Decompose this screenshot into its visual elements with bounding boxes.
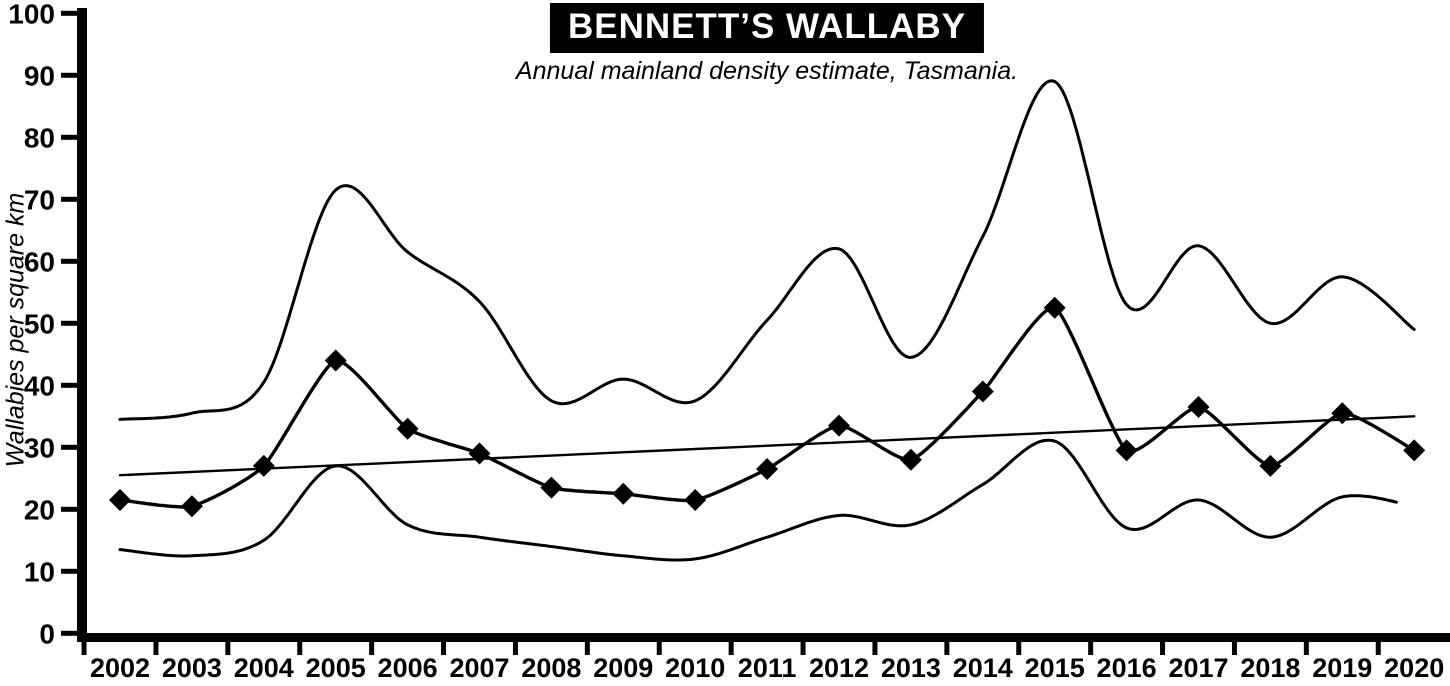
x-tick [441,642,447,655]
x-tick [1231,642,1237,655]
x-tick-label: 2019 [1312,653,1372,683]
y-tick [61,196,77,202]
data-point-marker [971,380,994,403]
x-tick [369,642,375,655]
x-tick-label: 2020 [1384,653,1444,683]
chart-title-box: BENNETT’S WALLABY [549,3,985,53]
y-tick-label: 50 [24,308,55,339]
data-point-marker [828,414,850,437]
data-point-marker [1187,396,1210,418]
data-point-marker [1259,454,1282,477]
y-tick-label: 70 [24,184,55,215]
x-tick-label: 2013 [881,653,941,683]
x-tick [584,642,590,655]
x-tick-label: 2012 [809,653,869,683]
x-tick-label: 2010 [665,653,725,683]
data-point-marker [1043,296,1066,319]
x-tick-label: 2015 [1025,653,1085,683]
x-tick [944,642,950,655]
x-tick-label: 2007 [449,653,509,683]
x-tick [1088,642,1094,655]
y-tick [61,72,77,78]
y-tick-label: 40 [24,370,55,401]
x-tick [512,642,518,655]
y-tick [61,630,77,636]
x-tick [656,642,662,655]
chart-subtitle: Annual mainland density estimate, Tasman… [515,57,1019,85]
x-tick-label: 2017 [1168,653,1228,683]
x-tick-label: 2016 [1097,653,1157,683]
y-tick-label: 0 [39,618,55,649]
data-point-marker [468,442,491,465]
x-tick-label: 2004 [234,653,294,683]
x-tick [153,642,159,655]
data-point-marker [540,476,563,499]
y-tick [61,10,77,16]
y-tick [61,258,77,264]
data-point-marker [899,448,922,471]
x-tick-label: 2018 [1240,653,1300,683]
x-axis-spine [77,633,1450,642]
x-tick-label: 2009 [593,653,653,683]
y-tick [61,382,77,388]
confidence-band-line [118,79,1416,421]
x-tick [800,642,806,655]
chart-title: BENNETT’S WALLABY [567,7,967,46]
x-tick-label: 2014 [953,653,1013,683]
y-tick-label: 10 [24,556,55,587]
x-tick [225,642,231,655]
y-tick-label: 20 [24,494,55,525]
data-point-marker [109,489,131,511]
data-point-marker [1115,439,1138,462]
y-axis-label: Wallabies per square km [1,192,30,468]
trend-line [118,415,1416,477]
data-point-marker [1331,402,1354,425]
data-point-marker [612,482,635,505]
x-tick [1375,642,1381,655]
data-point-marker [180,495,203,518]
x-tick [1160,642,1166,655]
y-tick [61,134,77,140]
y-tick [61,568,77,574]
data-point-marker [756,458,779,480]
y-tick-label: 30 [24,432,55,463]
x-tick-label: 2005 [306,653,366,683]
x-tick [297,642,303,655]
x-tick [728,642,734,655]
x-tick-label: 2008 [521,653,581,683]
x-tick [1016,642,1022,655]
data-point-marker [324,349,347,372]
x-tick [81,642,87,655]
y-tick [61,444,77,450]
y-tick [61,506,77,512]
data-point-marker [252,454,275,477]
x-tick-label: 2006 [378,653,438,683]
x-tick-label: 2003 [162,653,222,683]
data-point-marker [684,489,707,511]
x-tick-label: 2002 [90,653,150,683]
y-tick [61,320,77,326]
y-axis-spine [77,8,87,642]
x-tick-label: 2011 [738,653,797,683]
x-tick [872,642,878,655]
y-tick-label: 60 [24,246,55,277]
y-tick-label: 80 [24,122,55,153]
confidence-band-line [118,438,1398,562]
data-point-marker [1403,439,1426,462]
data-point-marker [396,417,419,440]
y-tick-label: 100 [8,0,55,29]
y-tick-label: 90 [24,60,55,91]
x-tick [1303,642,1309,655]
